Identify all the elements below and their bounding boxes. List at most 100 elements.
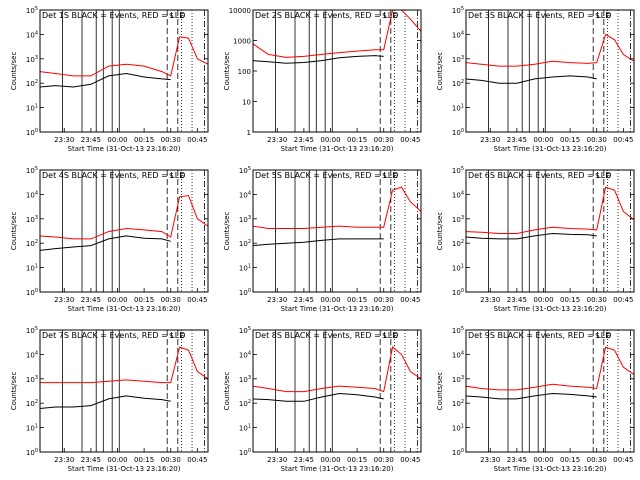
panel-title: Det 5S BLACK = Events, RED = LLD <box>255 171 398 180</box>
y-axis-label: Counts/sec <box>223 372 231 411</box>
detector-panel-4: S E 100 101 102 103 104 105 23:30 23:45 00:00 00:15… <box>10 166 209 313</box>
x-tick-label: 00:30 <box>587 456 607 464</box>
marker-letter-s: S <box>382 172 387 180</box>
y-tick-label: 104 <box>239 350 251 359</box>
marker-letter-e: E <box>606 172 610 180</box>
marker-letter-s: S <box>595 332 600 340</box>
y-tick-label: 100 <box>452 448 464 457</box>
x-axis-label: Start Time (31-Oct-13 23:16:20) <box>281 465 394 473</box>
marker-lines <box>488 10 631 132</box>
x-axis-label: Start Time (31-Oct-13 23:16:20) <box>281 305 394 313</box>
y-tick-label: 102 <box>26 399 38 408</box>
events-series-line <box>253 55 384 64</box>
y-tick-label: 100 <box>452 128 464 137</box>
x-axis-label: Start Time (31-Oct-13 23:16:20) <box>68 465 181 473</box>
plot-frame <box>39 169 209 293</box>
y-tick-label: 101 <box>26 264 38 273</box>
y-tick-label: 105 <box>452 6 464 15</box>
y-tick-label: 100 <box>452 288 464 297</box>
y-axis-label: Counts/sec <box>436 52 444 91</box>
x-tick-label: 00:00 <box>320 456 340 464</box>
y-tick-label: 100 <box>26 448 38 457</box>
y-tick-label: 103 <box>26 215 38 224</box>
detector-panel-6: S E 100 101 102 103 104 105 23:30 23:45 00:00 00:15… <box>436 166 635 313</box>
x-tick-label: 00:15 <box>134 136 154 144</box>
lld-series-line <box>253 10 421 58</box>
y-tick-label: 102 <box>452 399 464 408</box>
x-tick-label: 00:45 <box>400 456 420 464</box>
marker-letter-e: E <box>180 332 184 340</box>
marker-letter-e: E <box>180 12 184 20</box>
x-tick-label: 23:30 <box>54 456 74 464</box>
y-tick-label: 102 <box>26 79 38 88</box>
y-tick-label: 105 <box>26 326 38 335</box>
x-axis-label: Start Time (31-Oct-13 23:16:20) <box>494 145 607 153</box>
y-tick-label: 103 <box>452 55 464 64</box>
x-tick-label: 00:30 <box>587 136 607 144</box>
plot-frame <box>252 169 422 293</box>
x-tick-label: 00:00 <box>533 456 553 464</box>
x-tick-label: 00:00 <box>533 296 553 304</box>
x-tick-label: 00:45 <box>400 136 420 144</box>
x-tick-label: 00:15 <box>134 296 154 304</box>
marker-lines <box>62 170 205 292</box>
events-series-line <box>253 392 384 402</box>
y-tick-label: 102 <box>452 239 464 248</box>
x-tick-label: 00:15 <box>134 456 154 464</box>
y-axis-label: Counts/sec <box>223 212 231 251</box>
marker-letter-s: S <box>382 12 387 20</box>
x-tick-label: 00:30 <box>374 456 394 464</box>
y-axis-label: Counts/sec <box>10 52 18 91</box>
x-tick-label: 00:00 <box>320 296 340 304</box>
lld-series-line <box>253 346 421 393</box>
y-tick-label: 103 <box>239 215 251 224</box>
plot-frame <box>252 329 422 453</box>
y-tick-label: 100 <box>239 448 251 457</box>
lld-series-line <box>40 194 208 240</box>
marker-letter-e: E <box>606 12 610 20</box>
x-tick-label: 23:45 <box>294 296 314 304</box>
events-series-line <box>253 238 384 247</box>
x-tick-label: 00:30 <box>161 136 181 144</box>
marker-lines <box>488 170 631 292</box>
plot-frame <box>39 9 209 133</box>
y-tick-label: 103 <box>26 55 38 64</box>
x-tick-label: 00:00 <box>533 136 553 144</box>
x-tick-label: 23:45 <box>81 456 101 464</box>
x-tick-label: 00:00 <box>107 136 127 144</box>
marker-letter-s: S <box>382 332 387 340</box>
events-series-line <box>40 395 171 410</box>
x-tick-label: 00:45 <box>613 136 633 144</box>
y-tick-label: 105 <box>239 166 251 175</box>
x-tick-label: 23:30 <box>267 136 287 144</box>
y-tick-label: 103 <box>452 375 464 384</box>
events-series-line <box>466 232 597 240</box>
x-tick-label: 23:30 <box>480 136 500 144</box>
y-tick-label: 105 <box>26 166 38 175</box>
y-tick-label: 100 <box>239 288 251 297</box>
x-tick-label: 23:45 <box>294 456 314 464</box>
y-tick-label: 1000 <box>233 38 251 46</box>
detector-panel-9: S E 100 101 102 103 104 105 23:30 23:45 00:00 00:15… <box>436 326 635 473</box>
y-tick-label: 101 <box>452 424 464 433</box>
y-tick-label: 103 <box>26 375 38 384</box>
y-tick-label: 101 <box>239 424 251 433</box>
x-tick-label: 23:45 <box>81 296 101 304</box>
marker-letter-s: S <box>595 172 600 180</box>
panel-title: Det 3S BLACK = Events, RED = LLD <box>468 11 611 20</box>
detector-panel-2: S E 1 10 100 1000 10000 23:30 23:45 00:00 00:15 00:… <box>223 7 422 153</box>
x-axis-label: Start Time (31-Oct-13 23:16:20) <box>494 305 607 313</box>
x-tick-label: 00:30 <box>161 456 181 464</box>
x-tick-label: 00:30 <box>374 136 394 144</box>
x-tick-label: 00:15 <box>347 296 367 304</box>
x-axis-label: Start Time (31-Oct-13 23:16:20) <box>281 145 394 153</box>
x-tick-label: 00:15 <box>560 136 580 144</box>
marker-letter-e: E <box>393 172 397 180</box>
y-tick-label: 101 <box>239 264 251 273</box>
y-axis-label: Counts/sec <box>436 212 444 251</box>
y-tick-label: 104 <box>26 350 38 359</box>
plot-frame <box>465 9 635 133</box>
y-tick-label: 104 <box>452 30 464 39</box>
x-tick-label: 00:45 <box>187 296 207 304</box>
y-tick-label: 101 <box>452 104 464 113</box>
